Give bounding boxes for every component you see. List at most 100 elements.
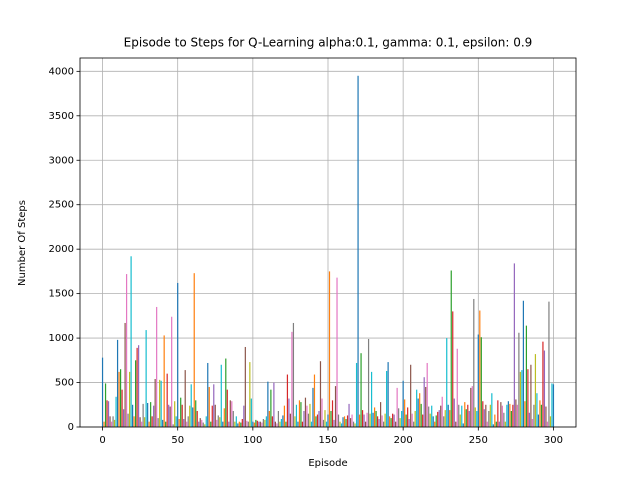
bar (289, 413, 292, 427)
bar (486, 421, 488, 427)
bar (327, 414, 329, 427)
bar (160, 380, 162, 427)
y-tick-label: 3500 (49, 111, 74, 122)
bar (399, 418, 401, 427)
bar (449, 410, 451, 427)
bar (330, 410, 332, 427)
bar (407, 407, 409, 427)
bar (354, 423, 356, 427)
bar (413, 421, 415, 427)
bar (315, 416, 317, 427)
bar (183, 418, 185, 427)
bar (244, 346, 246, 427)
bar (246, 420, 248, 427)
bar (110, 421, 113, 427)
bar (217, 415, 219, 427)
y-tick-label: 1500 (49, 289, 74, 300)
plot-frame (79, 57, 577, 428)
bar (125, 274, 128, 427)
bar (141, 421, 143, 427)
bar (434, 421, 436, 427)
bar (485, 404, 487, 427)
bar (348, 403, 350, 427)
bar (268, 410, 270, 427)
bar (321, 398, 323, 427)
bar (286, 374, 289, 427)
bar (193, 273, 195, 427)
bar (346, 415, 349, 427)
bar (515, 399, 517, 427)
bar (480, 337, 482, 427)
bar (396, 387, 398, 427)
x-tick-label: 200 (394, 435, 413, 446)
bar (237, 423, 239, 427)
bar (116, 339, 119, 427)
bar (387, 362, 389, 427)
bar (355, 362, 358, 427)
bar (494, 414, 496, 427)
bar (288, 398, 290, 427)
bar (106, 400, 108, 427)
x-axis-label: Episode (308, 458, 347, 469)
bar (542, 341, 544, 427)
bar (458, 404, 460, 427)
bar (428, 406, 430, 427)
bar (410, 364, 412, 427)
bar (497, 400, 499, 427)
bar (264, 419, 266, 427)
bar (180, 397, 182, 427)
bar (121, 389, 123, 427)
bar (280, 418, 283, 427)
bar (292, 322, 295, 427)
bar (495, 421, 497, 427)
bar (498, 421, 500, 427)
bar (258, 421, 260, 427)
y-tick-label: 0 (68, 422, 74, 433)
bar (537, 414, 540, 427)
bar (509, 403, 511, 427)
bar (392, 413, 394, 427)
bar (225, 358, 227, 427)
bar (159, 379, 161, 427)
bar (361, 410, 364, 427)
bar (177, 282, 179, 427)
bar (156, 306, 158, 427)
bar (464, 402, 466, 427)
bar (119, 369, 122, 427)
bar (539, 400, 541, 427)
bar (551, 383, 553, 427)
bar (109, 416, 111, 427)
bar (367, 338, 370, 427)
bar (303, 410, 305, 427)
bar (135, 360, 137, 427)
x-tick-label: 100 (243, 435, 262, 446)
bar (216, 419, 218, 427)
bar (543, 350, 546, 427)
bar (534, 354, 537, 427)
y-tick-label: 2000 (49, 244, 74, 255)
bar (107, 401, 110, 427)
bar (122, 409, 125, 427)
bar (241, 418, 243, 427)
bar (437, 411, 439, 427)
bar (138, 345, 140, 427)
bar (273, 382, 275, 427)
bar (425, 386, 427, 427)
bar (229, 400, 231, 427)
bar (422, 414, 424, 427)
bar (178, 418, 180, 427)
bar (473, 298, 475, 427)
bar (506, 404, 508, 427)
bar (380, 402, 382, 427)
bar (504, 421, 506, 427)
bar (366, 412, 368, 427)
bar (247, 421, 249, 427)
bar (389, 416, 391, 427)
bar (165, 421, 167, 427)
bar (470, 387, 472, 427)
bar (358, 414, 361, 427)
bar (157, 418, 159, 427)
bar (301, 421, 304, 427)
x-tick-label: 300 (544, 435, 563, 446)
bar (435, 415, 437, 427)
